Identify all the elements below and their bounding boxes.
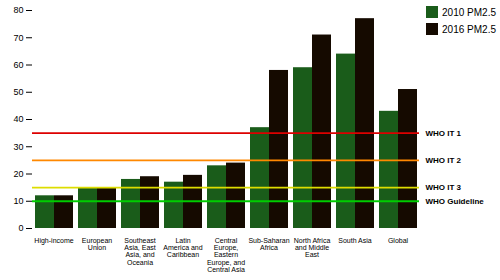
svg-text:WHO IT 2: WHO IT 2: [426, 156, 462, 165]
svg-text:Global: Global: [388, 237, 409, 244]
svg-text:EuropeanUnion: EuropeanUnion: [82, 237, 112, 251]
html-text:2016 PM2.5: 2016 PM2.5: [442, 23, 496, 35]
svg-text:SoutheastAsia, EastAsia, andOc: SoutheastAsia, EastAsia, andOceania: [124, 237, 156, 266]
svg-text:WHO Guideline: WHO Guideline: [426, 197, 485, 206]
svg-text:30: 30: [13, 142, 23, 152]
html-text:2010 PM2.5: 2010 PM2.5: [442, 6, 496, 18]
svg-text:40: 40: [13, 114, 23, 124]
svg-text:60: 60: [13, 60, 23, 70]
svg-text:High-income: High-income: [34, 237, 73, 245]
svg-text:WHO IT 1: WHO IT 1: [426, 129, 462, 138]
svg-text:80: 80: [13, 5, 23, 15]
svg-text:20: 20: [13, 169, 23, 179]
svg-text:50: 50: [13, 87, 23, 97]
svg-text:70: 70: [13, 33, 23, 43]
svg-text:0: 0: [18, 223, 23, 233]
svg-text:LatinAmerica andCaribbean: LatinAmerica andCaribbean: [163, 237, 202, 259]
svg-text:CentralEurope,EasternEurope, a: CentralEurope,EasternEurope, andCentral …: [207, 237, 245, 273]
svg-text:10: 10: [13, 196, 23, 206]
svg-text:South Asia: South Asia: [338, 237, 372, 244]
svg-text:North Africaand MiddleEast: North Africaand MiddleEast: [294, 237, 331, 259]
svg-text:Sub-SaharanAfrica: Sub-SaharanAfrica: [248, 237, 289, 251]
svg-text:WHO IT 3: WHO IT 3: [426, 183, 462, 192]
